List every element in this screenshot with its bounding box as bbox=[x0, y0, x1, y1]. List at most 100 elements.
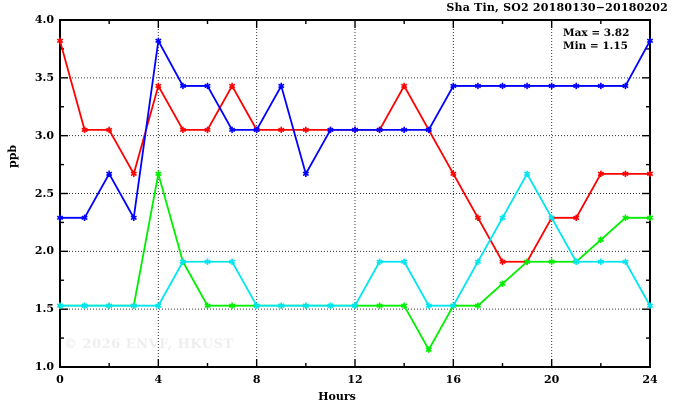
data-point-marker bbox=[499, 258, 506, 265]
data-point-marker bbox=[327, 302, 334, 309]
data-point-marker bbox=[278, 302, 285, 309]
data-point-marker bbox=[105, 126, 113, 134]
marker-stroke bbox=[622, 171, 629, 177]
data-point-marker bbox=[474, 214, 482, 221]
data-point-marker bbox=[155, 37, 162, 45]
data-point-marker bbox=[130, 214, 137, 221]
marker-stroke bbox=[81, 303, 88, 308]
data-point-marker bbox=[597, 236, 605, 243]
data-point-marker bbox=[474, 302, 482, 309]
data-point-marker bbox=[204, 302, 211, 309]
marker-stroke bbox=[56, 38, 64, 44]
data-point-marker bbox=[425, 302, 432, 309]
marker-stroke bbox=[597, 171, 605, 177]
marker-stroke bbox=[155, 171, 162, 177]
marker-stroke bbox=[302, 303, 310, 308]
marker-stroke bbox=[548, 83, 555, 89]
max-annotation: Max = 3.82 bbox=[563, 27, 630, 39]
marker-stroke bbox=[474, 215, 482, 221]
data-point-marker bbox=[179, 82, 187, 90]
data-point-marker bbox=[450, 82, 457, 90]
data-point-marker bbox=[155, 82, 162, 90]
data-series bbox=[56, 170, 654, 309]
data-point-marker bbox=[523, 82, 531, 90]
marker-stroke bbox=[155, 303, 162, 308]
marker-stroke bbox=[523, 83, 531, 89]
data-point-marker bbox=[81, 214, 88, 221]
marker-stroke bbox=[376, 127, 383, 133]
marker-stroke bbox=[204, 259, 211, 265]
y-tick-label: 2.5 bbox=[34, 186, 54, 200]
data-point-marker bbox=[376, 126, 383, 134]
data-point-marker bbox=[351, 126, 359, 134]
data-point-marker bbox=[81, 302, 88, 309]
data-point-marker bbox=[573, 82, 580, 90]
marker-stroke bbox=[622, 83, 629, 89]
marker-stroke bbox=[327, 303, 334, 308]
marker-stroke bbox=[450, 83, 457, 89]
marker-stroke bbox=[351, 303, 359, 308]
x-axis-label: Hours bbox=[318, 390, 356, 403]
marker-stroke bbox=[253, 303, 260, 308]
data-point-marker bbox=[450, 170, 457, 178]
marker-stroke bbox=[155, 38, 162, 44]
marker-stroke bbox=[130, 171, 137, 177]
marker-stroke bbox=[400, 127, 408, 133]
marker-stroke bbox=[622, 259, 629, 265]
marker-stroke bbox=[646, 38, 654, 44]
data-point-marker bbox=[228, 126, 236, 134]
x-tick-label: 16 bbox=[445, 373, 461, 386]
marker-stroke bbox=[204, 127, 211, 133]
marker-stroke bbox=[278, 83, 285, 89]
marker-stroke bbox=[548, 259, 555, 265]
marker-stroke bbox=[228, 127, 236, 133]
data-point-marker bbox=[179, 258, 187, 265]
axis-ticks bbox=[59, 19, 651, 368]
data-point-marker bbox=[622, 258, 629, 265]
data-point-marker bbox=[56, 302, 64, 309]
y-tick-label: 3.5 bbox=[34, 70, 54, 84]
marker-stroke bbox=[622, 215, 629, 221]
x-tick-label: 8 bbox=[252, 373, 261, 386]
data-point-marker bbox=[474, 258, 482, 265]
marker-stroke bbox=[400, 259, 408, 265]
data-point-marker bbox=[302, 126, 310, 134]
data-point-marker bbox=[179, 126, 187, 134]
marker-stroke bbox=[523, 259, 531, 265]
data-point-marker bbox=[400, 258, 408, 265]
data-point-marker bbox=[204, 126, 211, 134]
y-tick-label: 3.0 bbox=[34, 128, 54, 142]
data-point-marker bbox=[105, 170, 113, 178]
data-point-marker bbox=[573, 214, 580, 221]
data-point-marker bbox=[204, 82, 211, 90]
data-point-marker bbox=[622, 82, 629, 90]
marker-stroke bbox=[499, 215, 506, 221]
marker-stroke bbox=[179, 83, 187, 89]
data-point-marker bbox=[302, 170, 310, 178]
data-point-marker bbox=[523, 170, 531, 178]
marker-stroke bbox=[474, 259, 482, 265]
data-point-marker bbox=[646, 214, 654, 221]
data-point-marker bbox=[597, 258, 605, 265]
data-point-marker bbox=[228, 82, 236, 90]
data-point-marker bbox=[327, 126, 334, 134]
marker-stroke bbox=[228, 303, 236, 308]
data-point-marker bbox=[400, 302, 408, 309]
data-point-marker bbox=[228, 302, 236, 309]
marker-stroke bbox=[400, 83, 408, 89]
data-point-marker bbox=[278, 126, 285, 134]
data-point-marker bbox=[573, 258, 580, 265]
y-tick-label: 1.0 bbox=[34, 360, 54, 373]
data-point-marker bbox=[400, 82, 408, 90]
marker-stroke bbox=[278, 303, 285, 308]
marker-stroke bbox=[646, 215, 654, 221]
marker-stroke bbox=[81, 215, 88, 221]
marker-stroke bbox=[573, 83, 580, 89]
marker-stroke bbox=[179, 259, 187, 265]
marker-stroke bbox=[56, 215, 64, 221]
data-point-marker bbox=[646, 170, 654, 178]
marker-stroke bbox=[573, 259, 580, 265]
marker-stroke bbox=[499, 281, 506, 287]
marker-stroke bbox=[425, 127, 432, 133]
marker-stroke bbox=[81, 127, 88, 133]
